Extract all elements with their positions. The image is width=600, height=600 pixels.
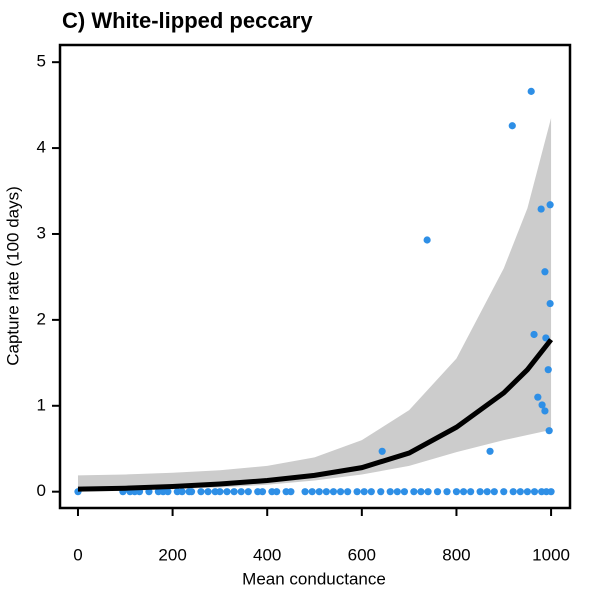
data-point [424,488,432,496]
data-point [516,488,524,496]
data-point [459,488,468,496]
data-point [197,488,205,496]
data-point [534,393,542,401]
data-point [476,488,484,496]
x-tick-label: 1000 [532,545,570,564]
data-point [187,488,196,496]
data-point [393,488,401,496]
data-point [386,488,394,496]
data-point [301,488,309,496]
data-point [443,488,451,496]
data-point [541,268,549,276]
data-point [527,87,535,95]
data-point [237,488,245,496]
data-point [322,488,330,496]
data-point [547,488,555,496]
data-point [523,488,532,496]
data-point [483,488,491,496]
data-point [329,488,338,496]
data-point [244,488,252,496]
data-point [467,488,475,496]
data-point [258,488,267,496]
data-point [315,488,323,496]
y-tick-label: 0 [37,481,46,500]
data-point [204,488,212,496]
data-point [367,488,375,496]
y-tick-label: 1 [37,395,46,414]
data-point [500,488,508,496]
data-point [546,201,554,209]
data-point [541,407,549,415]
fit-line [77,338,554,492]
y-tick-label: 4 [37,138,46,157]
data-point [417,488,425,496]
data-point [490,488,498,496]
data-point [287,488,295,496]
chart-title: C) White-lipped peccary [62,8,313,33]
data-point [308,488,316,496]
data-point [360,488,368,496]
data-point [230,488,238,496]
data-point [377,488,385,496]
data-point [530,330,538,339]
y-axis-label: Capture rate (100 days) [3,186,22,366]
data-point [546,299,554,308]
data-point [378,447,386,455]
plot-frame [58,43,572,510]
y-tick-label: 5 [37,52,46,71]
x-tick-label: 800 [442,545,470,564]
data-point [273,488,281,496]
confidence-band [77,118,552,492]
x-tick-label: 0 [73,545,82,564]
data-point [423,236,431,244]
data-point [353,488,361,496]
data-point [545,427,553,435]
data-point [537,205,545,213]
data-point [509,488,517,496]
data-point [336,488,345,496]
data-point [223,488,231,496]
data-point [164,488,172,496]
x-tick-label: 400 [253,545,281,564]
data-point [486,447,494,455]
data-point [452,488,461,496]
data-point [400,488,409,496]
data-point [538,401,546,409]
data-point [544,366,552,374]
y-tick-label: 3 [37,223,46,242]
data-point [542,334,550,342]
data-point [178,488,186,496]
y-tick-label: 2 [37,309,46,328]
data-point [508,122,516,130]
data-point [216,488,224,496]
data-point [344,488,352,496]
data-point [410,488,418,496]
data-point [433,488,442,496]
x-tick-label: 200 [158,545,186,564]
x-tick-label: 600 [348,545,376,564]
data-point [530,488,539,496]
x-axis-label: Mean conductance [242,569,386,588]
